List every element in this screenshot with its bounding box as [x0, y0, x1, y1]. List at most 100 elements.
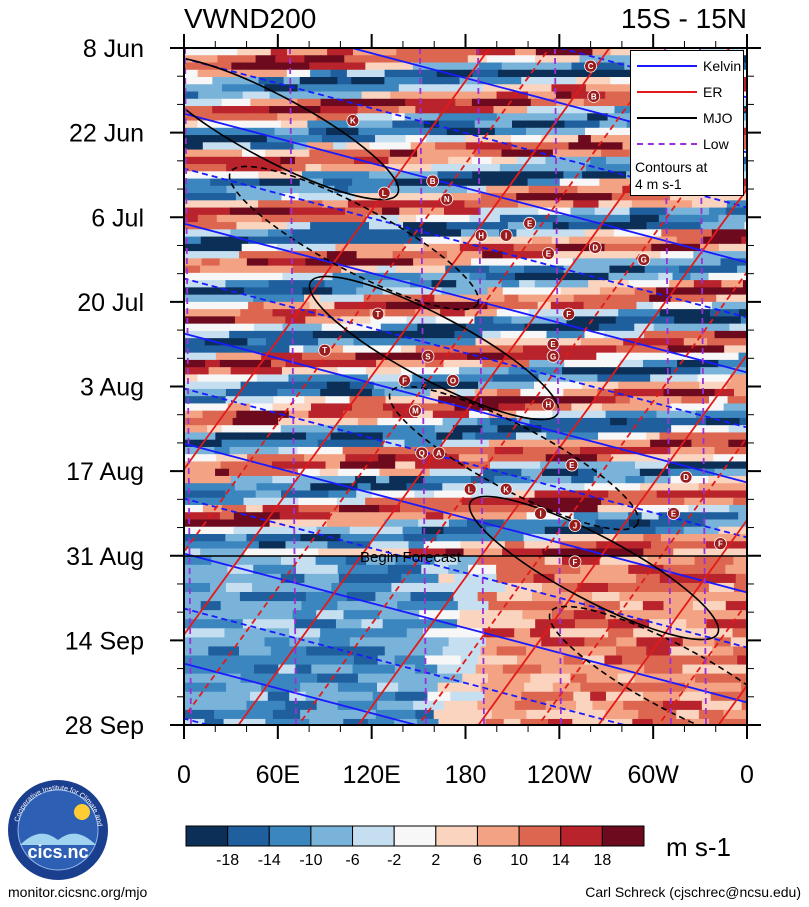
field-cell	[184, 142, 204, 151]
field-cell	[618, 309, 661, 318]
field-cell	[493, 106, 529, 115]
field-cell	[297, 84, 357, 93]
field-cell	[230, 475, 274, 485]
field-cell	[560, 582, 579, 594]
field-cell	[300, 709, 340, 720]
field-cell	[485, 637, 506, 648]
field-cell	[705, 519, 747, 528]
field-cell	[238, 120, 282, 129]
field-cell	[346, 519, 386, 528]
field-cell	[526, 646, 548, 657]
field-cell	[511, 142, 570, 151]
field-cell	[184, 236, 202, 245]
field-cell	[230, 229, 270, 238]
field-cell	[201, 258, 221, 267]
field-cell	[496, 646, 528, 657]
field-cell	[594, 207, 631, 216]
field-cell	[417, 323, 468, 332]
field-cell	[352, 403, 384, 412]
field-cell	[363, 425, 378, 434]
field-cell	[184, 48, 221, 57]
field-cell	[377, 700, 415, 711]
field-cell	[219, 512, 235, 521]
field-cell	[337, 367, 367, 376]
field-cell	[311, 664, 354, 675]
field-cell	[239, 294, 255, 303]
field-cell	[505, 673, 532, 684]
field-cell	[613, 294, 651, 303]
field-cell	[184, 417, 234, 427]
field-cell	[240, 381, 291, 390]
field-cell	[376, 359, 427, 369]
field-cell	[737, 655, 747, 666]
field-cell	[584, 483, 641, 492]
storm-marker-label: F	[402, 376, 407, 385]
field-cell	[319, 171, 371, 180]
field-cell	[337, 601, 359, 612]
storm-marker-label: G	[550, 352, 556, 361]
field-cell	[699, 381, 728, 390]
field-cell	[365, 497, 385, 506]
field-cell	[713, 454, 747, 463]
field-cell	[656, 490, 704, 499]
field-cell	[243, 287, 304, 296]
field-cell	[247, 338, 268, 347]
field-cell	[277, 113, 318, 122]
field-cell	[694, 555, 735, 566]
field-cell	[340, 316, 372, 325]
field-cell	[295, 664, 313, 675]
field-cell	[410, 142, 437, 151]
field-cell	[485, 718, 505, 725]
field-cell	[582, 120, 601, 129]
field-cell	[539, 655, 565, 666]
field-cell	[638, 709, 678, 720]
field-cell	[503, 519, 563, 528]
field-cell	[502, 664, 543, 675]
field-cell	[546, 330, 586, 340]
field-cell	[610, 417, 628, 427]
field-cell	[454, 403, 500, 412]
field-cell	[629, 214, 660, 224]
storm-marker: S	[421, 349, 435, 363]
field-cell	[294, 156, 355, 166]
colorbar-label: 6	[473, 852, 482, 869]
y-tick-label: 22 Jun	[69, 120, 144, 148]
field-cell	[327, 541, 372, 550]
legend-entry-mjo: MJO	[635, 107, 743, 129]
field-cell	[184, 381, 242, 390]
field-cell	[619, 359, 644, 369]
field-cell	[612, 425, 673, 434]
field-cell	[310, 91, 363, 100]
legend-swatch	[637, 143, 697, 145]
field-cell	[659, 309, 711, 318]
field-cell	[184, 294, 241, 303]
field-cell	[621, 446, 672, 456]
field-cell	[326, 519, 348, 528]
field-cell	[675, 258, 722, 267]
field-cell	[270, 48, 288, 57]
field-cell	[623, 700, 664, 711]
field-cell	[184, 171, 210, 180]
field-cell	[370, 483, 408, 492]
field-cell	[237, 48, 272, 57]
field-cell	[382, 619, 420, 630]
storm-marker-label: E	[550, 340, 556, 349]
field-cell	[230, 367, 283, 376]
field-cell	[387, 564, 423, 575]
field-cell	[535, 619, 576, 630]
field-cell	[356, 251, 394, 260]
field-cell	[725, 207, 747, 216]
storm-marker-label: D	[592, 243, 598, 252]
field-cell	[629, 258, 677, 267]
field-cell	[720, 258, 747, 267]
field-cell	[184, 468, 217, 477]
storm-marker: E	[546, 337, 560, 351]
field-cell	[513, 69, 538, 79]
field-cell	[480, 646, 498, 657]
field-cell	[304, 294, 322, 303]
field-cell	[730, 374, 747, 383]
field-cell	[504, 504, 542, 514]
field-cell	[690, 272, 710, 282]
field-cell	[309, 718, 345, 725]
colorbar-label: 18	[593, 852, 611, 869]
